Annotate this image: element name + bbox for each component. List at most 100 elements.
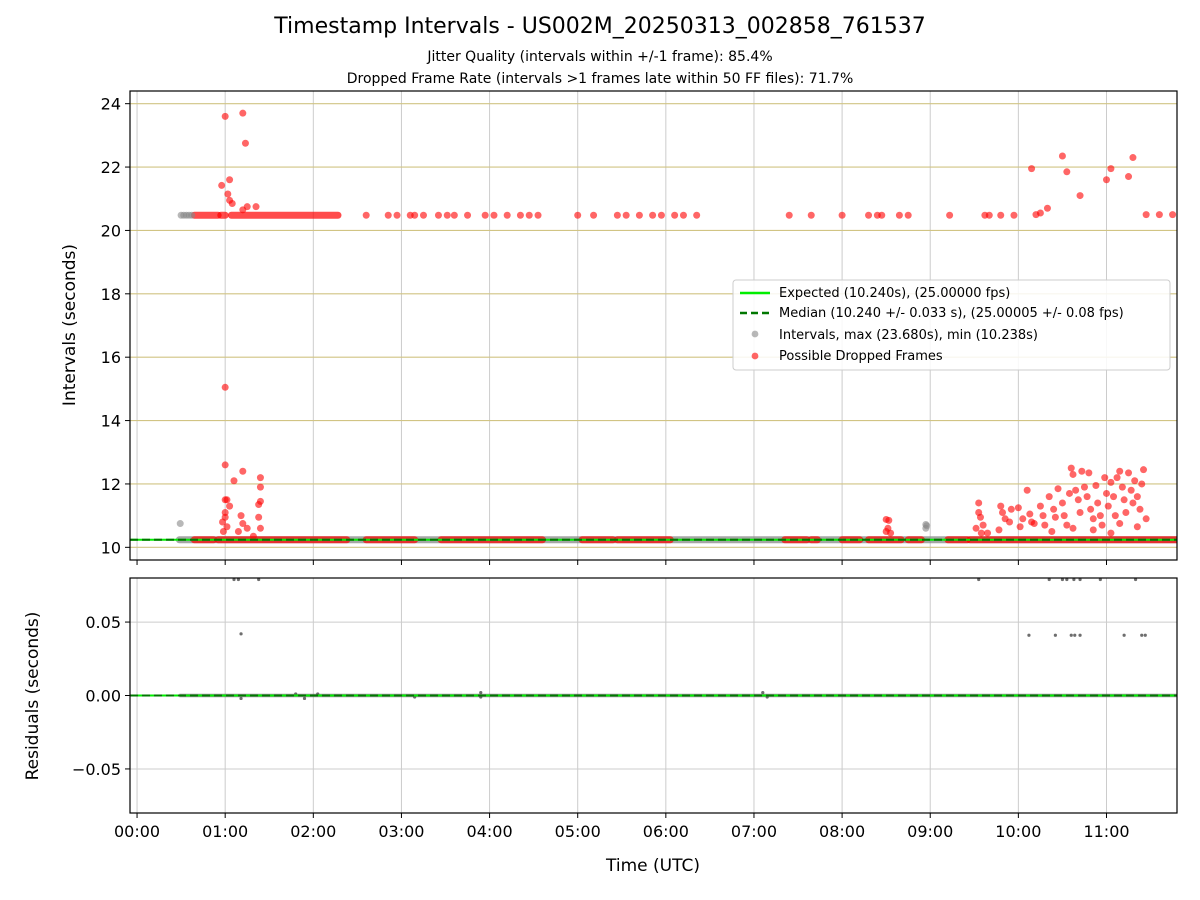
dropped-frame-point — [1138, 480, 1146, 488]
residual-point — [239, 696, 243, 701]
residual-point — [1047, 578, 1051, 582]
x-tick-label: 07:00 — [731, 822, 777, 841]
dropped-frame-point — [1107, 165, 1115, 173]
dropped-frame-point — [1089, 515, 1097, 523]
dropped-frame-point — [384, 211, 392, 219]
dropped-frame-point — [1069, 524, 1077, 532]
dropped-frame-point — [1006, 518, 1014, 526]
dropped-frame-point — [972, 524, 980, 532]
top-y-tick-label: 22 — [101, 158, 121, 177]
dropped-frame-point — [1010, 211, 1018, 219]
dropped-frame-point — [878, 211, 886, 219]
dropped-frame-point — [1039, 512, 1047, 520]
residual-point — [1140, 633, 1144, 637]
residual-point — [1122, 633, 1126, 637]
dropped-frame-point — [1169, 211, 1177, 219]
dropped-frame-point — [1104, 502, 1112, 510]
dropped-frame-point — [1026, 510, 1034, 518]
dropped-frame-point — [224, 190, 232, 198]
dropped-frame-point — [1098, 521, 1106, 529]
x-tick-label: 00:00 — [114, 822, 160, 841]
legend-dropped-marker-icon — [751, 352, 759, 360]
dropped-frame-point — [976, 513, 984, 521]
dropped-frame-point — [1089, 526, 1097, 534]
dropped-frame-point — [1030, 520, 1038, 528]
dropped-frame-point — [1041, 521, 1049, 529]
dropped-frame-point — [256, 474, 264, 482]
dropped-frame-point — [1043, 204, 1051, 212]
legend-box — [732, 279, 1171, 371]
dropped-frame-point — [255, 513, 263, 521]
dropped-frame-point — [1140, 466, 1148, 474]
dropped-frame-point — [252, 203, 260, 211]
dropped-frame-point — [237, 512, 245, 520]
dropped-frame-point — [1110, 493, 1118, 501]
residual-point — [1060, 578, 1065, 582]
dropped-frame-point — [1133, 493, 1141, 501]
dropped-frame-point — [1014, 504, 1022, 512]
x-tick-label: 06:00 — [643, 822, 689, 841]
dropped-frame-point — [1111, 512, 1119, 520]
dropped-frame-point — [434, 211, 442, 219]
dropped-frame-point — [679, 211, 687, 219]
dropped-frame-point — [221, 461, 229, 469]
dropped-frame-point — [239, 467, 247, 475]
residual-point — [236, 578, 241, 582]
dropped-frame-point — [1085, 469, 1093, 477]
x-tick-label: 03:00 — [378, 822, 424, 841]
dropped-frame-point — [503, 211, 511, 219]
interval-point — [188, 211, 196, 219]
dropped-frame-point — [574, 211, 582, 219]
dropped-frame-point — [1048, 527, 1056, 535]
dropped-frame-point — [226, 176, 234, 184]
dropped-frame-point — [1101, 474, 1109, 482]
residual-point — [1098, 578, 1102, 582]
dropped-frame-point — [516, 211, 524, 219]
dropped-frame-point — [865, 211, 873, 219]
dropped-frame-point — [362, 211, 370, 219]
dropped-frame-point — [1028, 165, 1036, 173]
dropped-frame-point — [1065, 489, 1073, 497]
dropped-frame-point — [999, 508, 1006, 516]
bottom-y-tick-label: 0.00 — [85, 687, 121, 706]
bottom-y-tick-label: 0.05 — [85, 613, 121, 632]
residual-point — [1078, 578, 1082, 582]
dropped-frame-point — [219, 518, 227, 526]
dropped-frame-point — [904, 211, 912, 219]
dropped-frame-point — [1076, 192, 1084, 200]
residual-point — [1069, 633, 1073, 637]
dropped-frame-point — [1045, 493, 1053, 501]
dropped-frame-point — [1129, 499, 1137, 507]
dropped-frame-point — [534, 211, 542, 219]
chart-subtitle-dropped: Dropped Frame Rate (intervals >1 frames … — [346, 71, 854, 87]
dropped-frame-point — [1060, 512, 1068, 520]
dropped-frame-point — [221, 112, 229, 120]
dropped-frame-point — [234, 527, 242, 535]
dropped-frame-point — [1036, 209, 1044, 217]
dropped-frame-point — [241, 139, 249, 147]
residual-point — [479, 690, 483, 695]
bottom-y-tick-label: −0.05 — [72, 760, 121, 779]
dropped-frame-point — [1092, 482, 1100, 490]
dropped-frame-point — [1142, 211, 1150, 219]
top-y-tick-label: 24 — [101, 95, 121, 114]
dropped-frame-point — [1131, 477, 1139, 485]
residual-point — [977, 578, 981, 582]
dropped-frame-point — [464, 211, 472, 219]
dropped-frame-point — [885, 516, 893, 524]
legend-median-label: Median (10.240 +/- 0.033 s), (25.00005 +… — [779, 306, 1124, 321]
legend: Expected (10.240s), (25.00000 fps) Media… — [732, 279, 1171, 371]
dropped-frame-point — [443, 211, 451, 219]
dropped-frame-point — [1118, 483, 1126, 491]
dropped-frame-point — [1155, 211, 1163, 219]
residual-point — [1065, 578, 1069, 582]
dropped-frame-point — [256, 524, 264, 532]
residual-point — [302, 696, 307, 701]
dropped-frame-point — [1096, 512, 1104, 520]
dropped-frame-point — [1107, 478, 1115, 486]
legend-intervals-marker-icon — [751, 330, 759, 338]
dropped-frame-point — [243, 524, 251, 532]
bottom-y-axis-label: Residuals (seconds) — [23, 612, 43, 781]
dropped-frame-point — [649, 211, 657, 219]
